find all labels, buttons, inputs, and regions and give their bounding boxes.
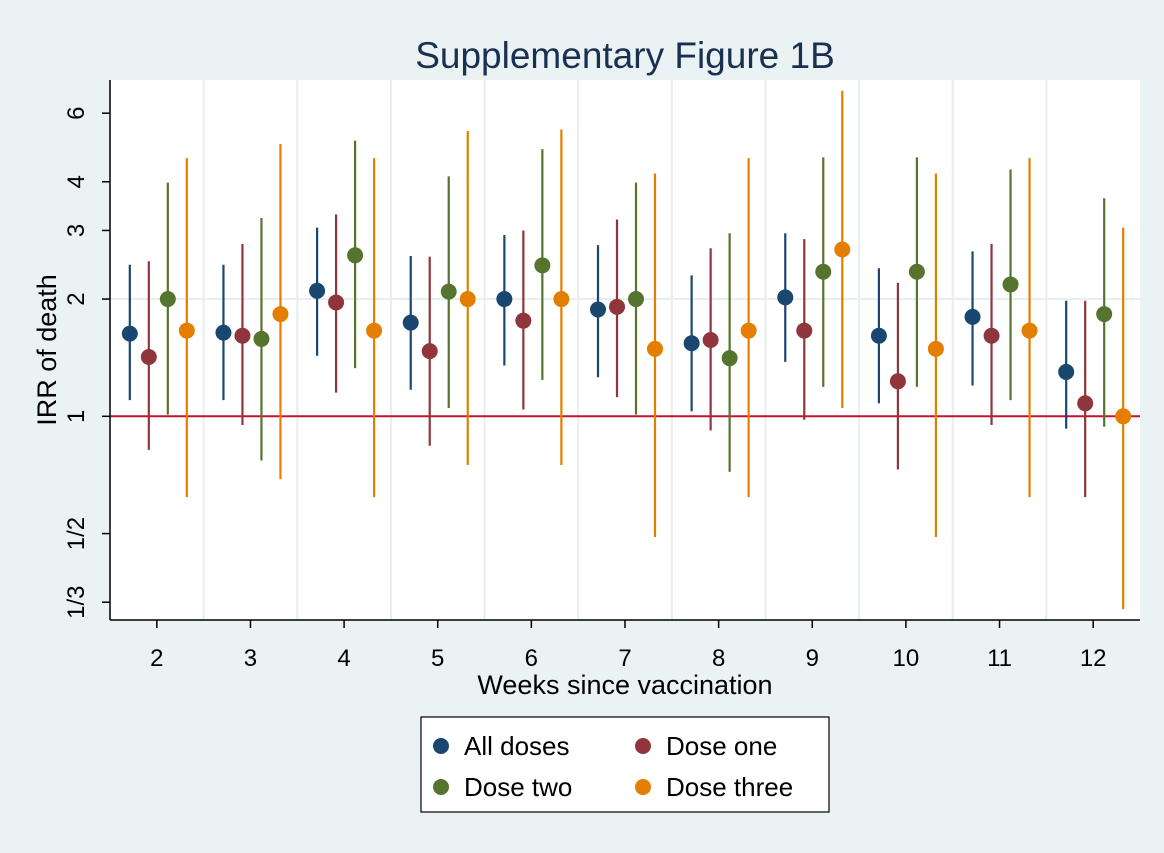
point-dose-three [366, 322, 383, 339]
x-tick-label: 5 [431, 645, 444, 672]
point-dose-one [983, 327, 1000, 344]
x-tick-label: 6 [525, 645, 538, 672]
point-dose-three [834, 241, 851, 258]
x-tick-label: 7 [618, 645, 631, 672]
point-dose-one [1077, 395, 1094, 412]
y-tick-label: 1 [63, 410, 90, 423]
legend-box [420, 716, 830, 813]
point-all-doses [121, 325, 138, 342]
point-dose-three [553, 291, 570, 308]
legend-label-dose-one: Dose one [666, 731, 777, 761]
y-axis-title: IRR of death [32, 274, 62, 426]
point-dose-one [140, 348, 157, 365]
x-tick-label: 12 [1080, 645, 1107, 672]
point-dose-three [272, 306, 289, 323]
point-all-doses [402, 314, 419, 331]
point-all-doses [870, 327, 887, 344]
legend-marker-dose-one [635, 738, 651, 754]
chart-title: Supplementary Figure 1B [415, 35, 835, 76]
point-dose-one [796, 322, 813, 339]
y-tick-label: 6 [63, 106, 90, 119]
point-all-doses [777, 289, 794, 306]
point-dose-two [253, 330, 270, 347]
point-dose-three [647, 340, 663, 357]
y-tick-label: 1/3 [63, 586, 90, 619]
point-dose-two [440, 283, 457, 300]
point-dose-three [1021, 322, 1038, 339]
grid-lines [110, 80, 1140, 620]
point-all-doses [964, 308, 981, 325]
x-axis-title: Weeks since vaccination [477, 670, 772, 700]
point-dose-two [534, 257, 551, 274]
y-axis-ticks: 1/3 1/2 1 2 3 4 6 [63, 106, 110, 619]
legend: All doses Dose one Dose two Dose three [420, 716, 830, 813]
point-dose-two [347, 247, 364, 264]
point-all-doses [683, 335, 700, 352]
x-tick-label: 4 [337, 645, 350, 672]
x-tick-label: 9 [806, 645, 819, 672]
point-dose-three [459, 291, 476, 308]
y-tick-label: 3 [63, 224, 90, 237]
point-dose-two [721, 350, 738, 367]
point-all-doses [215, 324, 232, 341]
legend-marker-dose-three [635, 779, 651, 795]
point-dose-one [702, 331, 719, 348]
point-dose-three [740, 322, 757, 339]
point-dose-two [908, 263, 925, 280]
x-tick-label: 10 [893, 645, 920, 672]
x-axis-ticks: 2 3 4 5 6 7 8 9 10 11 12 [150, 620, 1107, 672]
point-dose-one [515, 312, 532, 329]
point-dose-one [421, 343, 438, 360]
legend-marker-dose-two [433, 779, 449, 795]
legend-label-dose-two: Dose two [464, 772, 572, 802]
plot-area [110, 80, 1140, 620]
point-all-doses [309, 282, 326, 299]
x-tick-label: 2 [150, 645, 163, 672]
point-dose-two [1096, 306, 1113, 323]
y-tick-label: 1/2 [63, 517, 90, 550]
point-dose-one [609, 298, 625, 315]
legend-marker-all-doses [433, 738, 449, 754]
x-tick-label: 11 [987, 645, 1012, 672]
point-all-doses [496, 291, 513, 308]
point-dose-three [1115, 408, 1132, 425]
point-dose-one [234, 327, 251, 344]
point-all-doses [590, 301, 606, 318]
point-dose-one [889, 373, 906, 390]
point-all-doses [1058, 363, 1075, 380]
point-dose-three [178, 322, 195, 339]
point-dose-two [1002, 276, 1019, 293]
point-dose-two [815, 263, 832, 280]
point-dose-one [328, 294, 345, 311]
data-marks [121, 90, 1132, 610]
y-tick-label: 2 [63, 292, 90, 305]
x-tick-label: 8 [712, 645, 725, 672]
y-tick-label: 4 [63, 175, 90, 188]
x-tick-label: 3 [244, 645, 257, 672]
legend-label-all-doses: All doses [464, 731, 570, 761]
point-dose-three [927, 340, 944, 357]
point-dose-two [159, 291, 176, 308]
legend-label-dose-three: Dose three [666, 772, 793, 802]
point-dose-two [628, 291, 644, 308]
